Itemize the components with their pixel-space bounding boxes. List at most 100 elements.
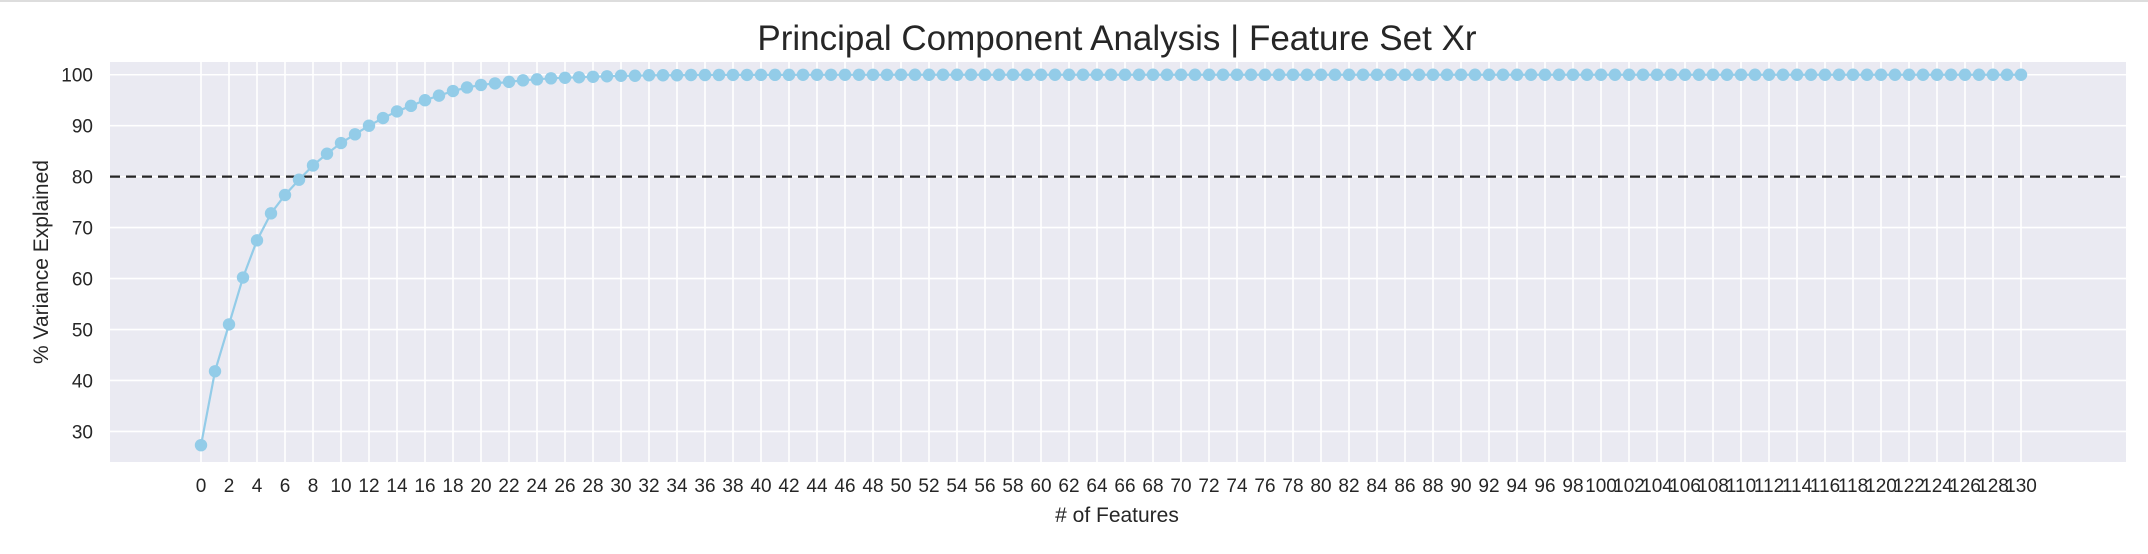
x-tick-label: 70 <box>1170 476 1191 497</box>
data-point <box>1636 68 1650 81</box>
x-tick-label: 114 <box>1782 476 1813 497</box>
x-tick-label: 0 <box>196 476 207 497</box>
x-tick-label: 120 <box>1865 476 1897 497</box>
data-point <box>1328 68 1342 81</box>
x-tick-label: 78 <box>1282 476 1303 497</box>
x-tick-label: 128 <box>1977 476 2009 497</box>
y-tick-label: 100 <box>61 66 93 87</box>
data-point <box>684 68 698 82</box>
data-point <box>1888 68 1902 81</box>
data-point <box>670 69 684 82</box>
y-tick-label: 50 <box>72 321 93 342</box>
data-point <box>1552 68 1566 81</box>
x-tick-labels: 0 2 4 6 8 10 12 14 16 18 20 22 24 26 28 30 32 34 36 38 40 42 4… <box>196 476 2037 497</box>
data-point <box>1188 68 1202 81</box>
x-tick-label: 106 <box>1669 476 1701 497</box>
data-point <box>866 68 880 81</box>
x-tick-label: 2 <box>224 476 235 497</box>
top-rule <box>0 0 2148 2</box>
x-tick-label: 10 <box>330 476 351 497</box>
data-point <box>1972 68 1986 81</box>
data-point <box>838 68 852 81</box>
data-point <box>320 147 334 160</box>
data-point <box>2000 68 2014 81</box>
y-tick-label: 30 <box>72 422 93 443</box>
x-tick-label: 64 <box>1086 476 1108 497</box>
data-point <box>1692 68 1706 81</box>
data-point <box>614 69 628 82</box>
y-tick-label: 80 <box>72 168 93 189</box>
data-point <box>726 68 740 82</box>
data-point <box>488 77 502 90</box>
x-axis-label: # of Features <box>1055 504 1179 527</box>
data-point <box>1342 68 1356 81</box>
data-point <box>1076 68 1090 81</box>
data-point <box>1538 68 1552 81</box>
data-point <box>1216 68 1230 81</box>
data-point <box>572 71 586 84</box>
data-point <box>1412 68 1426 81</box>
data-point <box>1454 68 1468 81</box>
data-point <box>1804 68 1818 81</box>
data-point <box>1356 68 1370 81</box>
x-tick-label: 28 <box>582 476 603 497</box>
x-tick-label: 92 <box>1478 476 1499 497</box>
data-point <box>698 68 712 82</box>
x-tick-label: 68 <box>1142 476 1163 497</box>
data-point <box>250 234 264 247</box>
data-point <box>1524 68 1538 81</box>
x-tick-label: 72 <box>1198 476 1219 497</box>
data-point <box>782 68 796 82</box>
x-tick-label: 24 <box>526 476 548 497</box>
data-point <box>1174 68 1188 81</box>
data-point <box>1958 68 1972 81</box>
data-point <box>1006 68 1020 81</box>
data-point <box>194 438 208 452</box>
data-point <box>1622 68 1636 81</box>
x-tick-label: 100 <box>1585 476 1617 497</box>
data-point <box>656 69 670 82</box>
x-tick-label: 42 <box>778 476 799 497</box>
data-point <box>1062 68 1076 81</box>
data-point <box>1944 68 1958 81</box>
data-point <box>586 70 600 83</box>
data-point <box>1818 68 1832 81</box>
x-tick-label: 26 <box>554 476 575 497</box>
y-axis-label: % Variance Explained <box>30 160 53 364</box>
data-point <box>1580 68 1594 81</box>
data-point <box>1244 68 1258 81</box>
data-point <box>600 70 614 83</box>
x-tick-label: 52 <box>918 476 939 497</box>
x-tick-label: 18 <box>442 476 463 497</box>
data-point <box>1790 68 1804 81</box>
data-point <box>1720 68 1734 81</box>
data-point <box>824 68 838 81</box>
data-point <box>1020 68 1034 81</box>
x-tick-label: 74 <box>1226 476 1248 497</box>
data-point <box>1426 68 1440 81</box>
data-point <box>1860 68 1874 81</box>
data-point <box>558 71 572 84</box>
data-point <box>222 318 236 331</box>
x-tick-label: 118 <box>1838 476 1868 497</box>
x-tick-label: 94 <box>1506 476 1528 497</box>
data-point <box>796 68 810 81</box>
data-point <box>852 68 866 81</box>
data-point <box>1986 68 2000 81</box>
x-tick-label: 66 <box>1114 476 1135 497</box>
x-tick-label: 6 <box>280 476 291 497</box>
x-tick-label: 46 <box>834 476 855 497</box>
data-point <box>1510 68 1524 81</box>
x-tick-label: 96 <box>1534 476 1555 497</box>
data-point <box>278 188 292 202</box>
data-point <box>1104 68 1118 81</box>
data-point <box>1916 68 1930 81</box>
data-point <box>1608 68 1622 81</box>
x-tick-label: 20 <box>470 476 491 497</box>
data-point <box>1384 68 1398 81</box>
y-tick-label: 60 <box>72 270 93 291</box>
x-tick-label: 86 <box>1394 476 1415 497</box>
data-point <box>1734 68 1748 81</box>
x-tick-label: 22 <box>498 476 519 497</box>
